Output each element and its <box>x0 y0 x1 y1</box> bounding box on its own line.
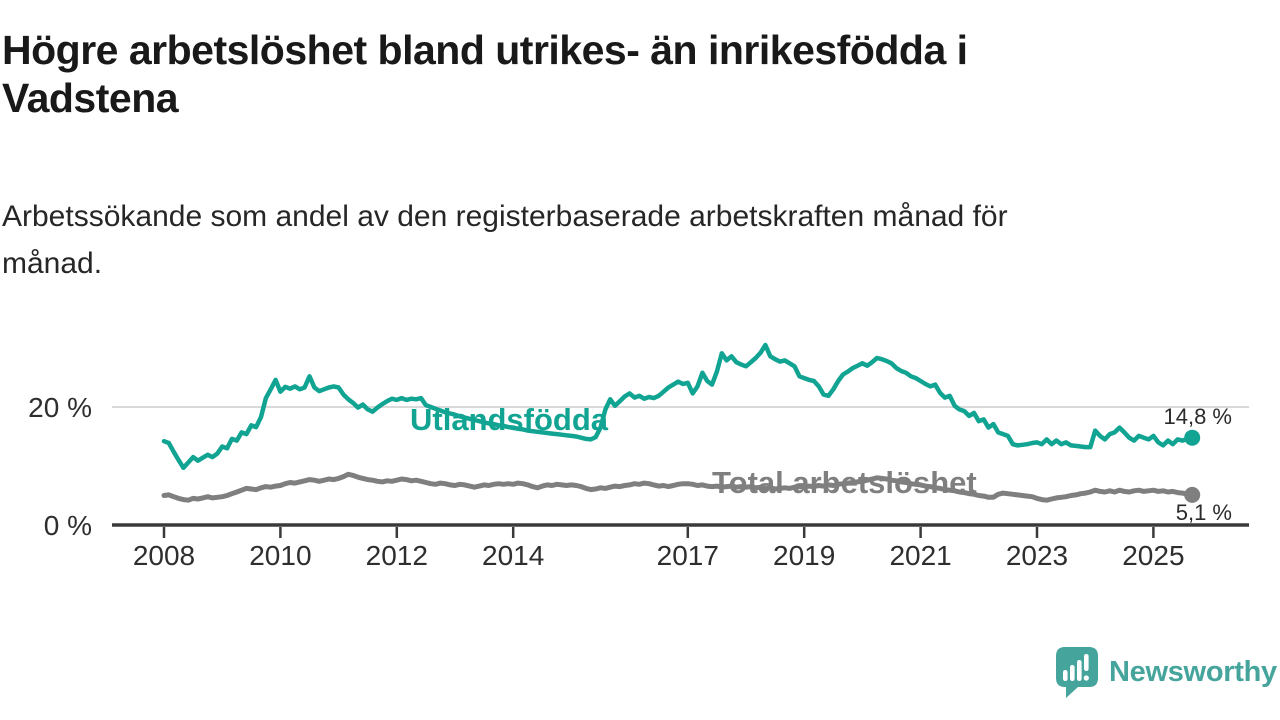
x-axis-tick-label: 2010 <box>249 540 312 571</box>
end-value-label-utlandsfodda: 14,8 % <box>1163 404 1233 429</box>
x-axis-tick-label: 2008 <box>132 540 196 571</box>
x-axis-tick-label: 2017 <box>656 540 719 571</box>
page-title-line2: Vadstena <box>2 75 179 121</box>
series-label-total-arbetsloshet: Total arbetslöshet <box>712 465 977 500</box>
x-axis-tick-label: 2012 <box>365 540 428 571</box>
logo-exclamation-bar <box>1084 654 1089 671</box>
newsworthy-logo: Newsworthy <box>1054 645 1277 699</box>
chart-subtitle: Arbetssökande som andel av den registerb… <box>2 193 1212 287</box>
end-dot-total-arbetsloshet <box>1184 486 1201 503</box>
logo-exclamation-dot <box>1083 675 1089 681</box>
x-axis-tick-label: 2025 <box>1122 540 1185 571</box>
end-dot-utlandsfodda <box>1184 429 1201 446</box>
series-label-utlandsfodda: Utlandsfödda <box>410 402 609 437</box>
y-axis-tick-label: 20 % <box>28 392 92 423</box>
newsworthy-logo-icon <box>1056 647 1098 698</box>
page-title: Högre arbetslöshet bland utrikes- än inr… <box>2 26 1182 122</box>
end-value-label-total: 5,1 % <box>1175 500 1232 525</box>
x-axis-tick-label: 2014 <box>482 540 545 571</box>
page-title-line1: Högre arbetslöshet bland utrikes- än inr… <box>2 27 968 73</box>
x-axis-tick-label: 2023 <box>1005 540 1069 571</box>
y-axis-tick-label: 0 % <box>43 510 92 541</box>
chart-subtitle-line1: Arbetssökande som andel av den registerb… <box>2 200 1008 233</box>
logo-bar-short <box>1063 670 1068 681</box>
x-axis-tick-label: 2021 <box>889 540 952 571</box>
x-axis-tick-label: 2019 <box>773 540 836 571</box>
line-total-arbetsloshet <box>161 471 1195 503</box>
logo-bar-medium <box>1070 665 1075 681</box>
chart-subtitle-line2: månad. <box>2 247 103 280</box>
line-utlandsfodda <box>161 342 1195 471</box>
newsworthy-wordmark: Newsworthy <box>1109 655 1277 688</box>
logo-bar-tall <box>1077 660 1082 681</box>
